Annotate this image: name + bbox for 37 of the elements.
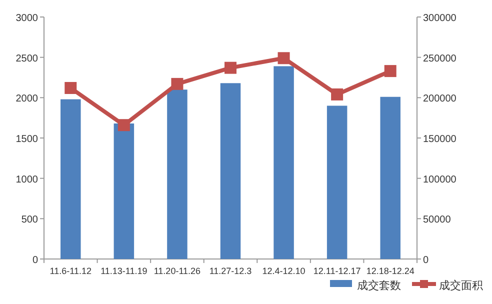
x-tick-label: 11.20-11.26 (154, 266, 201, 276)
x-tick-label: 11.6-11.12 (50, 266, 92, 276)
point (331, 88, 344, 100)
y-tick-label: 1000 (16, 174, 38, 186)
bar (60, 99, 81, 259)
x-tick-label: 12.4-12.10 (262, 266, 306, 276)
y-tick-label: 2000 (16, 94, 38, 105)
point (171, 78, 184, 90)
x-tick-label: 11.27-12.3 (209, 266, 252, 276)
y2-tick-label: 0 (423, 255, 429, 266)
bar (220, 83, 241, 259)
point (118, 119, 130, 132)
y-tick-label: 500 (21, 214, 38, 226)
bar (274, 66, 294, 259)
y2-tick-label: 200000 (423, 94, 457, 105)
legend-label: 成交面积 (439, 279, 483, 292)
y2-tick-label: 50000 (423, 214, 452, 226)
y2-tick-label: 250000 (423, 53, 457, 64)
x-tick-label: 12.18-12.24 (366, 266, 414, 276)
point (384, 65, 396, 78)
y-tick-label: 0 (32, 255, 38, 266)
bar (167, 90, 188, 259)
y-tick-label: 3000 (16, 13, 38, 24)
bar (326, 106, 348, 259)
point (224, 62, 236, 74)
y2-tick-label: 300000 (423, 13, 457, 24)
bar (114, 123, 134, 259)
y2-tick-label: 150000 (423, 134, 457, 145)
bar (380, 96, 400, 259)
legend-label: 成交套数 (357, 279, 401, 292)
y-tick-label: 2500 (16, 53, 38, 64)
x-tick-label: 12.11-12.17 (313, 266, 361, 276)
point (64, 82, 77, 94)
point (278, 52, 290, 64)
y-tick-label: 1500 (16, 134, 38, 145)
y2-tick-label: 100000 (423, 174, 457, 186)
x-tick-label: 11.13-11.19 (100, 266, 148, 276)
